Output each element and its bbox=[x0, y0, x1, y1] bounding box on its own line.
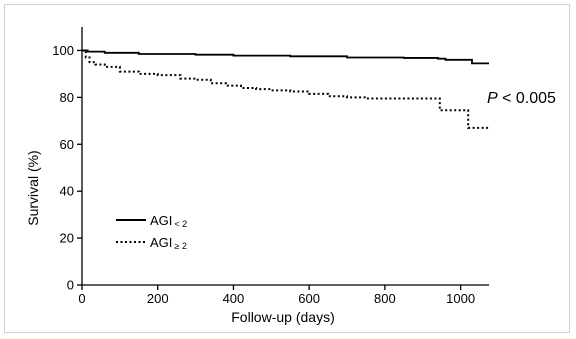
x-tick-label: 600 bbox=[298, 291, 320, 306]
x-tick-label: 1000 bbox=[446, 291, 475, 306]
x-axis-title: Follow-up (days) bbox=[231, 309, 334, 325]
axes bbox=[81, 27, 489, 286]
x-tick-label: 400 bbox=[223, 291, 245, 306]
y-tick-label: 80 bbox=[60, 90, 74, 105]
legend: AGI < 2 AGI ≥ 2 bbox=[116, 213, 187, 251]
x-tick-label: 0 bbox=[78, 291, 85, 306]
x-ticks: 0 200 400 600 800 1000 bbox=[78, 285, 475, 306]
series-layer bbox=[82, 49, 489, 129]
legend-label-main: AGI bbox=[150, 213, 172, 228]
y-axis-title: Survival (%) bbox=[25, 150, 41, 225]
legend-label-agi-ge-2: AGI ≥ 2 bbox=[150, 235, 187, 251]
legend-label-sub: < 2 bbox=[174, 219, 187, 229]
y-tick-label: 0 bbox=[67, 278, 74, 293]
y-tick-label: 100 bbox=[52, 43, 74, 58]
chart-frame bbox=[4, 4, 570, 333]
y-tick-label: 20 bbox=[60, 231, 74, 246]
y-tick-label: 60 bbox=[60, 137, 74, 152]
series-line-agi-ge-2 bbox=[82, 49, 489, 129]
p-symbol: P bbox=[487, 90, 498, 107]
x-tick-label: 800 bbox=[374, 291, 396, 306]
legend-label-sub: ≥ 2 bbox=[174, 241, 186, 251]
legend-label-agi-lt-2: AGI < 2 bbox=[150, 213, 187, 229]
x-tick-label: 200 bbox=[147, 291, 169, 306]
series-line-agi-lt-2 bbox=[82, 49, 489, 65]
y-tick-label: 40 bbox=[60, 184, 74, 199]
p-value-annotation: P < 0.005 bbox=[487, 90, 556, 107]
y-ticks: 0 20 40 60 80 100 bbox=[52, 43, 82, 293]
legend-label-main: AGI bbox=[150, 235, 172, 250]
p-value-text: < 0.005 bbox=[498, 90, 556, 107]
